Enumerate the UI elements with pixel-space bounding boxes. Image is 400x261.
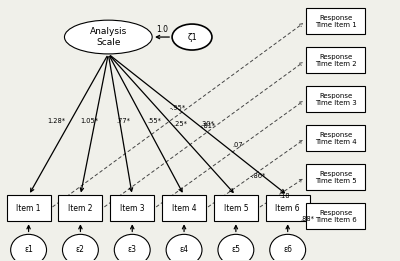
Text: ε3: ε3 [128,245,137,254]
Ellipse shape [172,24,212,50]
Text: Response
Time Item 6: Response Time Item 6 [315,210,356,223]
Text: ε6: ε6 [283,245,292,254]
Text: Response
Time Item 2: Response Time Item 2 [315,54,356,67]
Text: Item 6: Item 6 [275,204,300,213]
Text: .30*: .30* [200,121,214,127]
Ellipse shape [11,234,46,261]
FancyBboxPatch shape [306,203,366,229]
Ellipse shape [270,234,306,261]
FancyBboxPatch shape [306,48,366,73]
Text: Item 4: Item 4 [172,204,196,213]
Ellipse shape [166,234,202,261]
Text: Item 1: Item 1 [16,204,41,213]
Text: .88*: .88* [300,216,314,222]
Text: Response
Time Item 5: Response Time Item 5 [315,171,356,184]
Text: ε1: ε1 [24,245,33,254]
FancyBboxPatch shape [7,195,50,221]
Ellipse shape [62,234,98,261]
Text: ε4: ε4 [180,245,188,254]
Text: Response
Time Item 4: Response Time Item 4 [315,132,356,145]
Text: Item 2: Item 2 [68,204,93,213]
Text: 1.28*: 1.28* [48,118,66,124]
FancyBboxPatch shape [306,164,366,190]
Text: ε5: ε5 [231,245,240,254]
Text: .18: .18 [279,193,289,199]
FancyBboxPatch shape [214,195,258,221]
Text: Item 5: Item 5 [224,204,248,213]
Text: Response
Time Item 1: Response Time Item 1 [315,15,356,28]
FancyBboxPatch shape [162,195,206,221]
Text: 1.0: 1.0 [156,25,168,34]
Text: ζ1: ζ1 [187,33,197,41]
Text: -.95*: -.95* [170,105,186,111]
FancyBboxPatch shape [266,195,310,221]
FancyBboxPatch shape [306,125,366,151]
FancyBboxPatch shape [306,86,366,112]
Text: Analysis
Scale: Analysis Scale [90,27,127,47]
FancyBboxPatch shape [110,195,154,221]
Text: -.86*: -.86* [250,173,266,179]
Text: .25*: .25* [174,121,188,127]
Text: .55*: .55* [147,118,161,124]
FancyBboxPatch shape [58,195,102,221]
Text: Response
Time Item 3: Response Time Item 3 [315,93,356,106]
Text: .77*: .77* [116,118,130,124]
Text: 1.05*: 1.05* [80,118,98,124]
Text: Item 3: Item 3 [120,204,144,213]
Text: ε2: ε2 [76,245,85,254]
Text: -.81*: -.81* [200,123,216,129]
Text: .07: .07 [232,141,243,147]
Ellipse shape [218,234,254,261]
FancyBboxPatch shape [306,9,366,34]
Ellipse shape [64,20,152,54]
Ellipse shape [114,234,150,261]
